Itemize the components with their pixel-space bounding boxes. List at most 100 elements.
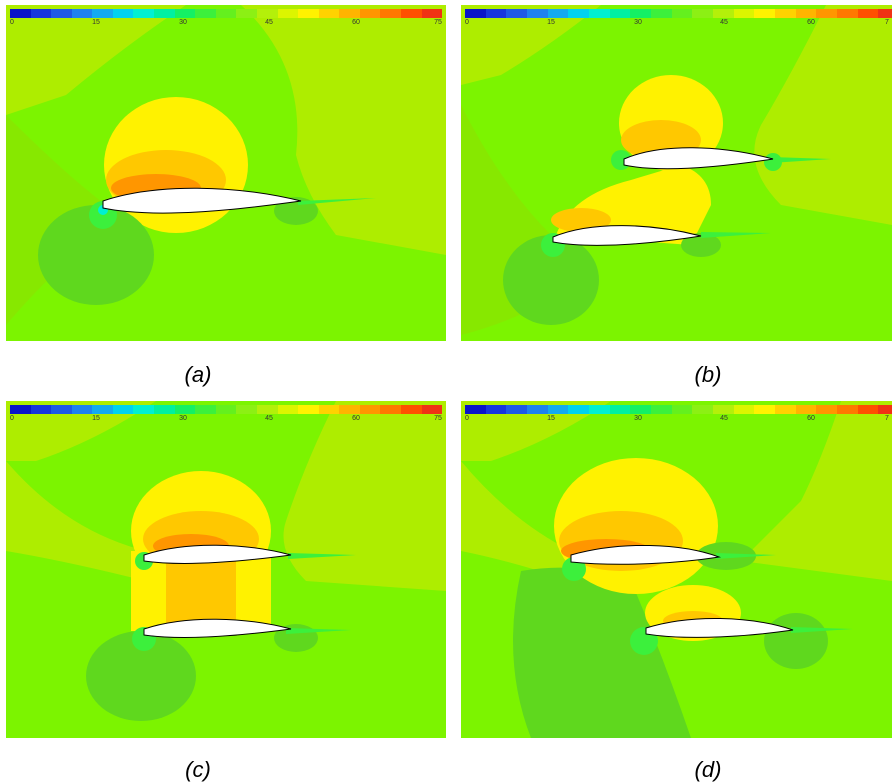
colorbar-swatch <box>112 9 134 18</box>
colorbar-swatch <box>195 9 216 18</box>
colorbar <box>10 405 443 414</box>
tick-label: 0 <box>10 19 14 26</box>
colorbar-ticks: 0 15 30 45 60 75 <box>10 415 442 425</box>
colorbar-swatch <box>816 405 838 414</box>
colorbar-swatch <box>878 9 892 18</box>
colorbar-swatch <box>154 405 175 414</box>
velocity-contour-field <box>461 401 892 738</box>
colorbar-swatch <box>713 405 734 414</box>
low-velocity-region <box>513 567 691 738</box>
contour-panel-c: 0 15 30 45 60 75 <box>6 401 446 738</box>
lower-airfoil <box>552 225 702 246</box>
colorbar-swatch <box>256 9 278 18</box>
caption-d: (d) <box>694 757 722 782</box>
colorbar-swatch <box>339 9 360 18</box>
contour-panel-b: 0 15 30 45 60 7 <box>461 5 892 341</box>
colorbar-swatch <box>380 405 401 414</box>
colorbar-swatch <box>671 405 693 414</box>
colorbar-swatch <box>400 405 422 414</box>
colorbar-swatch <box>878 405 892 414</box>
tick-label: 7 <box>885 19 889 26</box>
colorbar-swatch <box>692 9 714 18</box>
colorbar-swatch <box>256 405 278 414</box>
colorbar-swatch <box>857 9 879 18</box>
colorbar-swatch <box>51 405 72 414</box>
colorbar-swatch <box>816 9 838 18</box>
colorbar-swatch <box>236 9 257 18</box>
colorbar-swatch <box>795 9 817 18</box>
colorbar-swatch <box>837 9 858 18</box>
colorbar-swatch <box>380 9 401 18</box>
colorbar-swatch <box>51 9 72 18</box>
colorbar-swatch <box>215 9 237 18</box>
colorbar-swatch <box>527 405 548 414</box>
colorbar-swatch <box>630 9 652 18</box>
colorbar-swatch <box>775 9 796 18</box>
tick-label: 60 <box>352 415 360 422</box>
colorbar-swatch <box>485 405 507 414</box>
colorbar-swatch <box>651 9 672 18</box>
colorbar-swatch <box>10 405 31 414</box>
tick-label: 45 <box>720 415 728 422</box>
colorbar-swatch <box>775 405 796 414</box>
colorbar-swatch <box>671 9 693 18</box>
colorbar-swatch <box>857 405 879 414</box>
tick-label: 60 <box>807 415 815 422</box>
colorbar-swatch <box>733 9 755 18</box>
tick-label: 0 <box>10 415 14 422</box>
colorbar-swatch <box>215 405 237 414</box>
colorbar-swatch <box>174 405 196 414</box>
colorbar-swatch <box>133 9 155 18</box>
tick-label: 15 <box>547 19 555 26</box>
colorbar-swatch <box>754 9 776 18</box>
colorbar-ticks: 0 15 30 45 60 7 <box>465 415 892 425</box>
lower-airfoil <box>143 618 292 638</box>
caption-b: (b) <box>694 362 722 387</box>
colorbar-swatch <box>298 9 319 18</box>
colorbar-ticks: 0 15 30 45 60 7 <box>465 19 892 29</box>
tick-label: 45 <box>720 19 728 26</box>
tick-label: 15 <box>547 415 555 422</box>
colorbar-swatch <box>609 9 631 18</box>
colorbar-swatch <box>568 405 590 414</box>
colorbar-swatch <box>71 9 93 18</box>
colorbar-swatch <box>465 405 486 414</box>
velocity-contour-field <box>6 5 446 325</box>
tick-label: 60 <box>807 19 815 26</box>
colorbar-swatch <box>133 405 155 414</box>
colorbar-swatch <box>298 405 319 414</box>
colorbar-swatch <box>195 405 216 414</box>
colorbar-swatch <box>692 405 714 414</box>
colorbar-swatch <box>10 9 31 18</box>
colorbar-swatch <box>713 9 734 18</box>
colorbar-swatch <box>754 405 776 414</box>
colorbar-swatch <box>465 9 486 18</box>
colorbar-ticks: 0 15 30 45 60 75 <box>10 19 442 29</box>
colorbar-swatch <box>359 9 381 18</box>
tick-label: 15 <box>92 19 100 26</box>
tick-label: 45 <box>265 19 273 26</box>
tick-label: 60 <box>352 19 360 26</box>
upper-airfoil <box>143 544 292 564</box>
low-velocity-region <box>503 235 599 325</box>
contour-panel-a: 0 15 30 45 60 75 <box>6 5 446 341</box>
colorbar-swatch <box>795 405 817 414</box>
tick-label: 30 <box>179 19 187 26</box>
low-velocity-region <box>38 205 154 305</box>
caption-a: (a) <box>184 362 212 387</box>
tick-label: 0 <box>465 19 469 26</box>
caption-c: (c) <box>185 757 211 782</box>
colorbar-swatch <box>236 405 257 414</box>
colorbar-swatch <box>589 405 610 414</box>
upper-airfoil <box>570 544 721 565</box>
tick-label: 7 <box>885 415 889 422</box>
colorbar-swatch <box>92 9 113 18</box>
colorbar-swatch <box>30 405 52 414</box>
colorbar-swatch <box>421 9 443 18</box>
tick-label: 75 <box>434 415 442 422</box>
tick-label: 30 <box>634 19 642 26</box>
colorbar-swatch <box>837 405 858 414</box>
colorbar-swatch <box>30 9 52 18</box>
colorbar <box>465 9 892 18</box>
colorbar-swatch <box>92 405 113 414</box>
